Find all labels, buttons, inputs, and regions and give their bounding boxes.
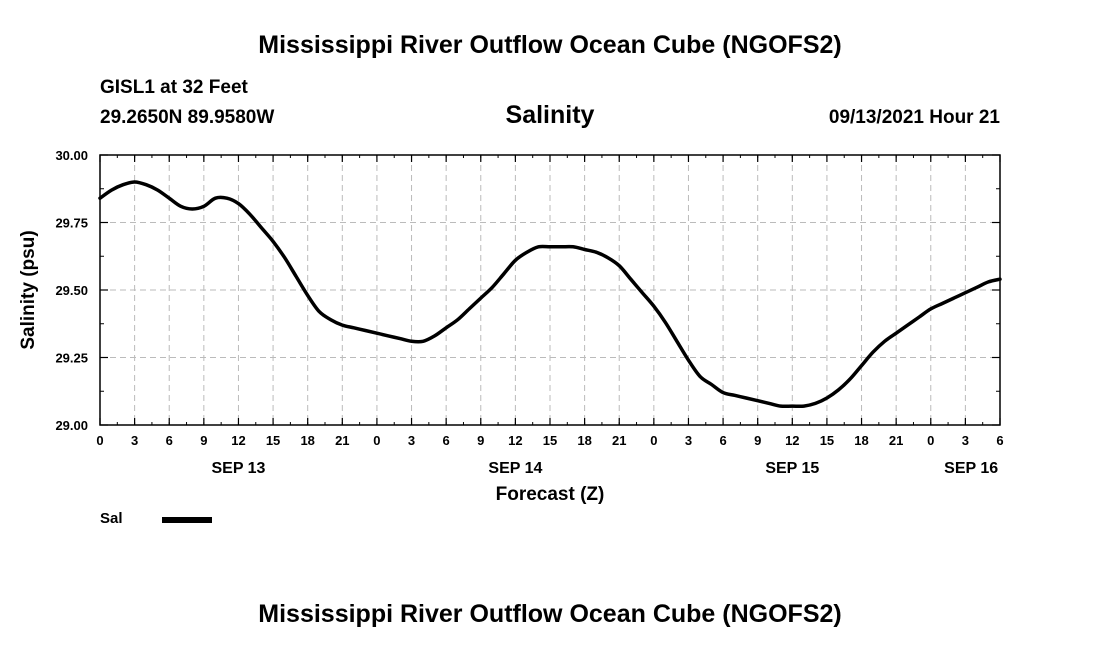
x-tick-label: 18 — [300, 433, 314, 448]
legend-swatch — [162, 517, 212, 523]
x-tick-label: 0 — [650, 433, 657, 448]
station-coords: 29.2650N 89.9580W — [100, 107, 275, 128]
y-tick-label: 29.50 — [55, 283, 88, 298]
x-tick-label: 9 — [200, 433, 207, 448]
x-tick-label: 15 — [543, 433, 557, 448]
x-tick-label: 6 — [166, 433, 173, 448]
date-label: SEP 16 — [944, 460, 998, 477]
y-tick-label: 29.25 — [55, 351, 88, 366]
legend-label: Sal — [100, 510, 123, 527]
x-axis-title: Forecast (Z) — [496, 484, 605, 505]
x-tick-label: 18 — [577, 433, 591, 448]
x-tick-label: 9 — [477, 433, 484, 448]
x-tick-label: 18 — [854, 433, 868, 448]
x-tick-label: 15 — [266, 433, 280, 448]
x-tick-label: 0 — [96, 433, 103, 448]
x-tick-label: 6 — [443, 433, 450, 448]
footer-title: Mississippi River Outflow Ocean Cube (NG… — [258, 600, 842, 628]
y-tick-label: 29.75 — [55, 216, 88, 231]
x-tick-label: 6 — [996, 433, 1003, 448]
chart-title: Mississippi River Outflow Ocean Cube (NG… — [258, 31, 842, 59]
forecast-timestamp: 09/13/2021 Hour 21 — [828, 107, 1000, 128]
station-name: GISL1 at 32 Feet — [100, 77, 248, 98]
x-tick-label: 21 — [889, 433, 903, 448]
date-label: SEP 14 — [488, 460, 542, 477]
y-axis-title: Salinity (psu) — [18, 230, 39, 349]
y-tick-label: 30.00 — [55, 148, 88, 163]
x-tick-label: 12 — [508, 433, 522, 448]
x-tick-label: 0 — [927, 433, 934, 448]
x-tick-label: 3 — [685, 433, 692, 448]
x-tick-label: 6 — [719, 433, 726, 448]
x-tick-label: 12 — [231, 433, 245, 448]
date-label: SEP 13 — [211, 460, 265, 477]
x-tick-label: 21 — [612, 433, 626, 448]
x-tick-label: 3 — [962, 433, 969, 448]
x-tick-label: 3 — [408, 433, 415, 448]
x-tick-label: 15 — [820, 433, 834, 448]
date-label: SEP 15 — [765, 460, 819, 477]
series-line-sal — [98, 180, 1002, 409]
x-tick-label: 0 — [373, 433, 380, 448]
x-tick-label: 9 — [754, 433, 761, 448]
x-tick-label: 21 — [335, 433, 349, 448]
x-tick-label: 3 — [131, 433, 138, 448]
y-tick-label: 29.00 — [55, 418, 88, 433]
x-tick-label: 12 — [785, 433, 799, 448]
variable-title: Salinity — [505, 101, 595, 129]
